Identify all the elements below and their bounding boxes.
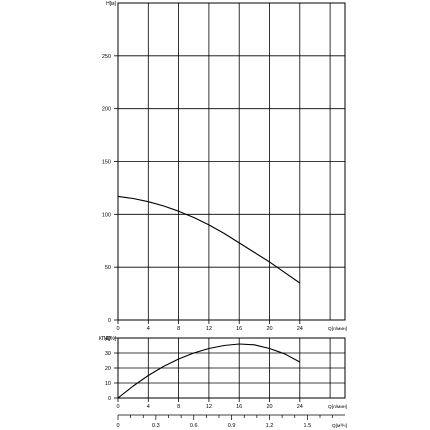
eff-ytick-label: 30	[105, 351, 111, 357]
head-xtick-label: 4	[147, 326, 150, 332]
head-ytick-label: 0	[108, 318, 111, 324]
eff-xtick-label: 12	[206, 404, 212, 410]
eff-xtick-label: 4	[147, 404, 150, 410]
head-ytick-label: 250	[102, 54, 111, 60]
eff-xlabel: Q[л/мин]	[328, 404, 347, 410]
m3h-xlabel: Q[м³/ч]	[332, 423, 347, 429]
eff-xtick-label: 16	[236, 404, 242, 410]
eff-curve	[117, 343, 301, 399]
eff-ytick-label: 10	[105, 381, 111, 387]
head-ytick-label: 200	[102, 107, 111, 113]
head-xtick-label: 12	[206, 326, 212, 332]
m3h-xtick-label: 0.9	[228, 423, 236, 429]
m3h-xtick-label: 1.5	[304, 423, 312, 429]
head-ytick-label: 50	[105, 265, 111, 271]
eff-xtick-label: 8	[177, 404, 180, 410]
eff-ytick-label: 20	[105, 366, 111, 372]
head-xtick-label: 16	[236, 326, 242, 332]
eff-xtick-label: 20	[266, 404, 272, 410]
eff-ytick-label: 0	[108, 396, 111, 402]
m3h-xtick-label: 0.6	[190, 423, 198, 429]
m3h-xtick-label: 0.3	[152, 423, 160, 429]
head-xtick-label: 24	[297, 326, 303, 332]
eff-xtick-label: 24	[297, 404, 303, 410]
eff-xtick-label: 0	[116, 404, 119, 410]
head-plot: 0 50 100 150 200 250 H[м] 0 4 8 12 16 20 24 Q[л/мин]	[102, 1, 347, 332]
head-xlabel: Q[л/мин]	[328, 326, 347, 332]
head-xtick-label: 8	[177, 326, 180, 332]
head-curve	[117, 195, 301, 284]
m3h-xtick-label: 1.2	[266, 423, 274, 429]
eff-ylabel: КПД[%]	[99, 336, 117, 342]
flow-m3h-axis: 0 0.3 0.6 0.9 1.2 1.5 Q[м³/ч]	[116, 414, 347, 429]
head-ylabel: H[м]	[106, 1, 116, 7]
head-ytick-label: 100	[102, 212, 111, 218]
head-ytick-label: 150	[102, 160, 111, 166]
m3h-xtick-label: 0	[116, 423, 119, 429]
eff-ytick-label: 40	[105, 336, 111, 342]
head-xtick-label: 0	[116, 326, 119, 332]
head-xtick-label: 20	[266, 326, 272, 332]
